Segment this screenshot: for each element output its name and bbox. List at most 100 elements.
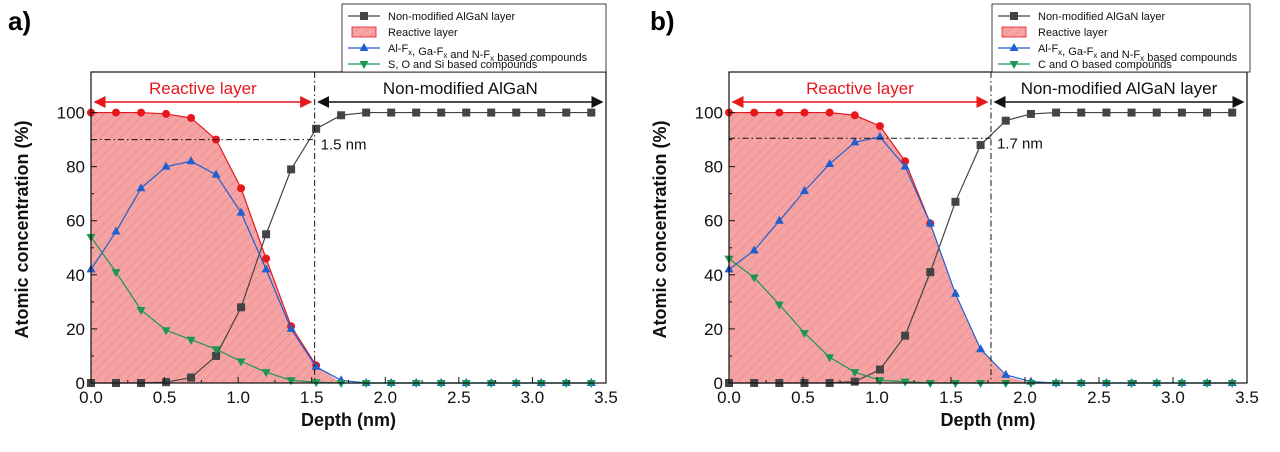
data-point [461, 380, 471, 388]
data-point [211, 169, 221, 178]
data-point [1102, 108, 1111, 117]
data-point [561, 380, 571, 388]
x-tick-label: 1.5 [300, 388, 324, 407]
panel-label: a) [8, 6, 31, 36]
legend-subscript: x [490, 54, 494, 63]
data-point [850, 369, 860, 378]
data-point [850, 377, 859, 386]
data-point [187, 373, 196, 382]
data-point [136, 306, 146, 315]
data-point [1127, 380, 1137, 388]
legend-entry: C and O based compounds [1038, 59, 1172, 71]
reactive-layer-area [729, 112, 1233, 383]
data-point [436, 380, 446, 388]
panel-label: b) [650, 6, 675, 36]
legend-marker [1009, 61, 1019, 69]
bulk-region-label: Non-modified AlGaN layer [1021, 79, 1218, 98]
y-tick-label: 20 [704, 320, 723, 339]
x-tick-label: 2.0 [1013, 388, 1037, 407]
y-tick-label: 80 [66, 158, 85, 177]
x-tick-label: 1.5 [939, 388, 963, 407]
data-point [262, 230, 271, 239]
data-point [749, 245, 759, 254]
data-point [1228, 108, 1237, 117]
legend-entry: Reactive layer [388, 27, 458, 39]
x-tick-label: 3.0 [521, 388, 545, 407]
data-point [900, 161, 910, 170]
boundary-annotation: 1.5 nm [321, 137, 367, 154]
data-point [586, 380, 596, 388]
x-tick-label: 1.0 [865, 388, 889, 407]
legend-text-part: Al-F [1038, 43, 1058, 55]
y-axis-title: Atomic concentration (%) [12, 120, 32, 338]
data-point [162, 378, 171, 387]
data-point [1177, 380, 1187, 388]
data-point [1001, 116, 1010, 125]
data-point [799, 329, 809, 338]
data-point [1077, 108, 1086, 117]
data-point [361, 380, 371, 388]
legend-subscript: x [408, 48, 412, 57]
data-point [161, 161, 171, 170]
data-point [212, 351, 221, 360]
data-point [976, 380, 986, 388]
y-tick-label: 60 [704, 212, 723, 231]
data-point [111, 269, 121, 278]
data-point [511, 380, 521, 388]
data-point [800, 108, 809, 117]
data-point [137, 108, 146, 117]
data-point [287, 165, 296, 174]
y-tick-label: 100 [695, 104, 723, 123]
y-tick-label: 80 [704, 158, 723, 177]
data-point [774, 301, 784, 310]
legend-entry: Reactive layer [1038, 27, 1108, 39]
data-point [112, 108, 121, 117]
x-tick-label: 2.0 [373, 388, 397, 407]
data-point [850, 137, 860, 146]
data-point [136, 183, 146, 192]
legend-subscript: x [1058, 48, 1062, 57]
data-point [437, 108, 446, 117]
data-point [362, 108, 371, 117]
data-point [875, 365, 884, 374]
y-axis-title: Atomic concentration (%) [650, 120, 670, 338]
legend-entry: Al-Fx, Ga-Fx and N-Fx based compounds [388, 43, 588, 64]
legend-entry: S, O and Si based compounds [388, 59, 538, 71]
data-point [749, 274, 759, 283]
data-point [926, 268, 935, 277]
x-axis-title: Depth (nm) [301, 410, 396, 430]
legend-subscript: x [1140, 54, 1144, 63]
data-point [536, 380, 546, 388]
data-point [775, 108, 784, 117]
x-tick-label: 3.0 [1161, 388, 1185, 407]
legend-entry: Al-Fx, Ga-Fx and N-Fx based compounds [1038, 43, 1238, 64]
legend: Non-modified AlGaN layer Reactive layer Al… [341, 3, 607, 73]
data-point [387, 108, 396, 117]
data-point [950, 288, 960, 297]
data-point [750, 108, 759, 117]
data-point [1127, 108, 1136, 117]
x-tick-label: 0.5 [153, 388, 177, 407]
data-point [186, 156, 196, 165]
reactive-region-label: Reactive layer [149, 79, 257, 98]
data-point [211, 346, 221, 355]
data-point [311, 361, 321, 370]
data-point [1101, 380, 1111, 388]
data-point [162, 109, 171, 118]
data-point [1026, 109, 1035, 118]
data-point [237, 184, 246, 193]
data-point [1001, 369, 1011, 378]
x-tick-label: 0.5 [791, 388, 815, 407]
data-point [411, 380, 421, 388]
x-tick-label: 1.0 [226, 388, 250, 407]
data-point [799, 185, 809, 194]
y-tick-label: 60 [66, 212, 85, 231]
reactive-region-label: Reactive layer [806, 79, 914, 98]
data-point [1227, 380, 1237, 388]
data-point [337, 111, 346, 120]
y-tick-label: 100 [57, 104, 85, 123]
reactive-layer-area [91, 112, 592, 383]
data-point [312, 124, 321, 133]
data-point [237, 303, 246, 312]
